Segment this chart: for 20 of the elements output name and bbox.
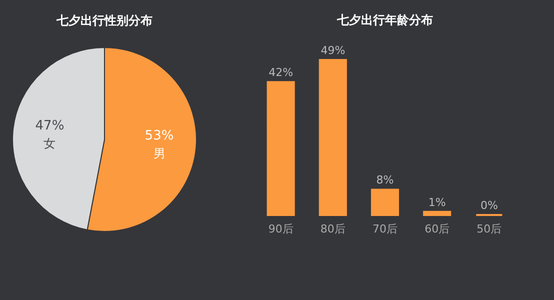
bar — [318, 59, 347, 216]
data-label: 8% — [376, 174, 394, 187]
bar — [423, 210, 452, 216]
data-label: 53% — [144, 128, 174, 144]
data-label: 1% — [428, 196, 446, 209]
data-label: 49% — [320, 44, 346, 57]
slice-label: 男 — [153, 146, 166, 161]
data-label: 0% — [480, 199, 498, 212]
x-tick-label: 50后 — [476, 222, 502, 236]
bar — [370, 188, 400, 216]
x-tick-label: 80后 — [320, 222, 346, 236]
data-label: 42% — [268, 66, 294, 80]
chart-title: 七夕出行性别分布 — [56, 14, 152, 28]
bar — [266, 81, 295, 216]
chart-title: 七夕出行年龄分布 — [336, 13, 433, 27]
slice-label: 女 — [44, 136, 56, 150]
x-tick-label: 60后 — [424, 222, 450, 236]
x-tick-label: 90后 — [268, 222, 294, 236]
data-label: 47% — [35, 118, 64, 134]
x-tick-label: 70后 — [372, 222, 398, 236]
